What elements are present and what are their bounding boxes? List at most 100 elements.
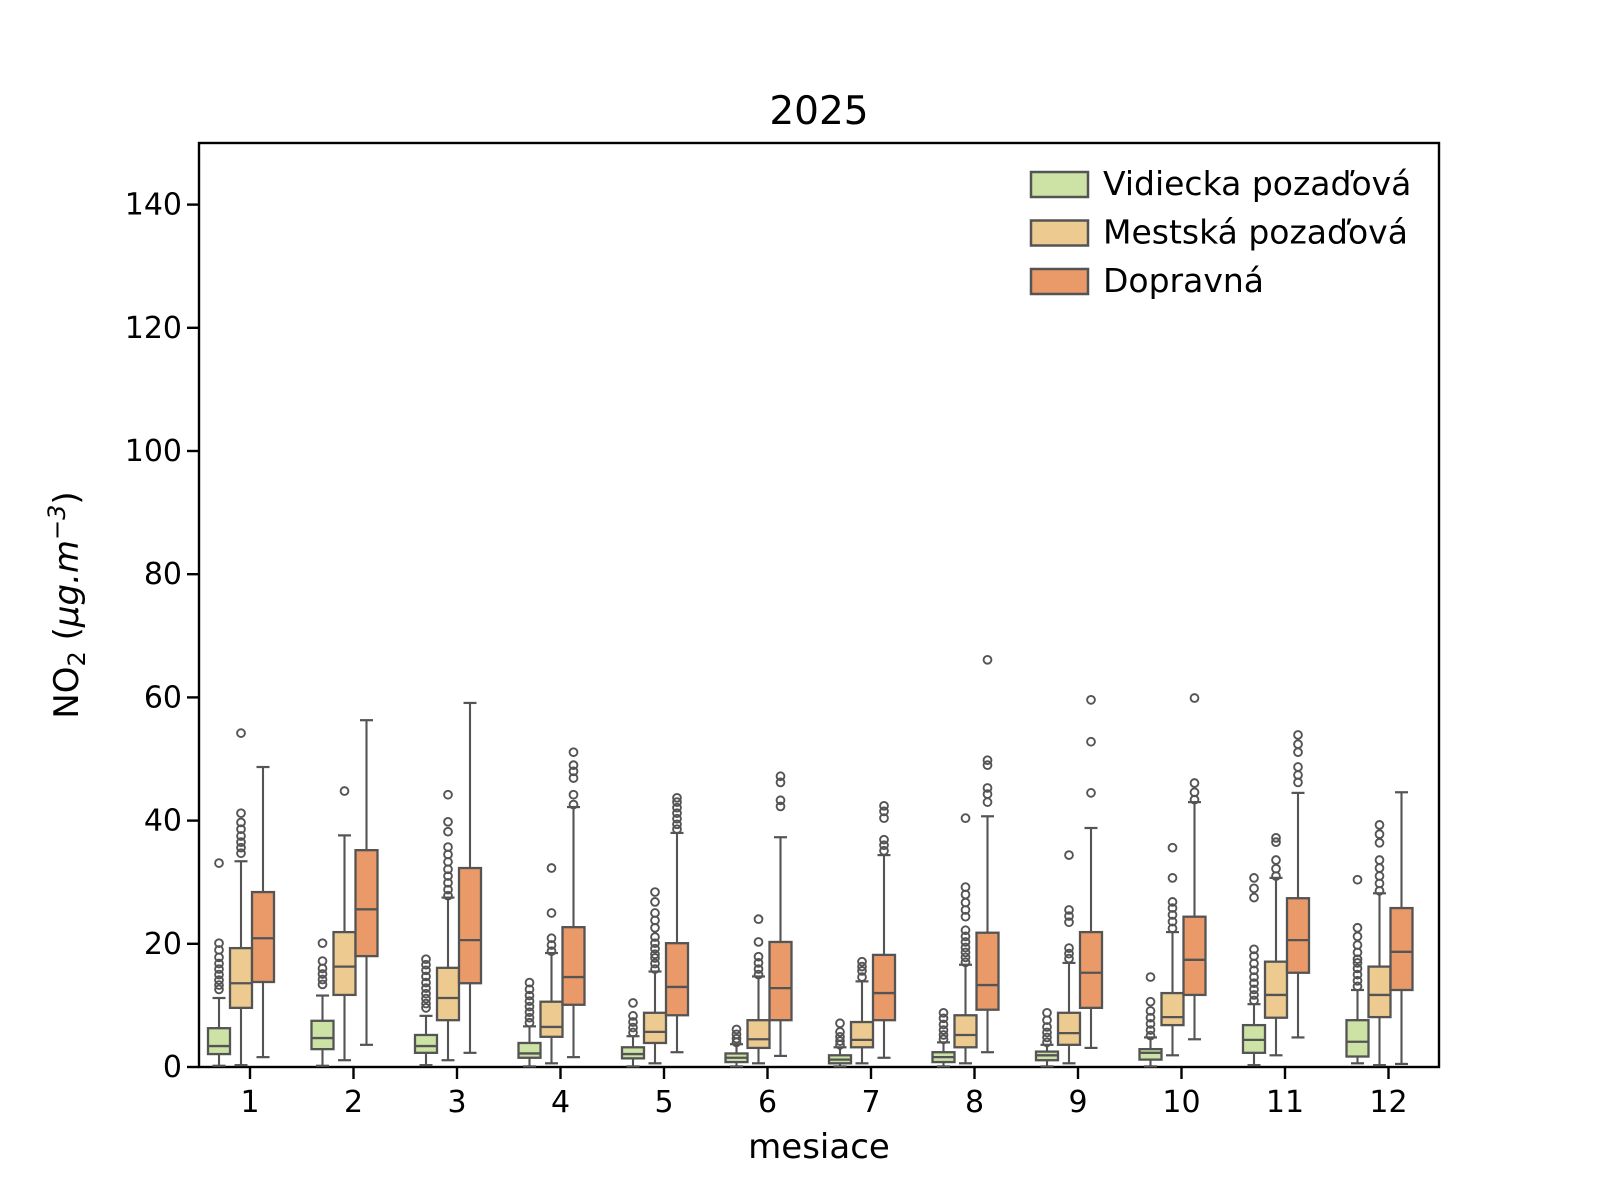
box-group-month-11 (1285, 730, 1311, 1039)
y-tick-label: 40 (144, 804, 182, 839)
box-group-month-8 (931, 1007, 956, 1068)
outlier-point (1249, 995, 1259, 1006)
outlier-point (568, 760, 579, 771)
outlier-point (443, 877, 453, 888)
outlier-point (1042, 1022, 1052, 1032)
y-tick-label: 140 (125, 188, 182, 223)
outlier-point (1249, 944, 1259, 955)
legend-swatch (1029, 170, 1090, 199)
outlier-point (1145, 972, 1156, 982)
outlier-point (672, 808, 682, 819)
outlier-point (960, 937, 971, 947)
iqr-box (1160, 991, 1185, 1027)
outlier-point (672, 797, 682, 807)
x-axis-label: mesiace (748, 1127, 890, 1167)
box-group-month-5 (620, 998, 646, 1068)
outlier-point (960, 813, 971, 823)
outlier-point (628, 998, 638, 1008)
outlier-point (1145, 1030, 1156, 1041)
outlier-point (753, 969, 764, 980)
outlier-point (421, 954, 431, 965)
outlier-point (938, 1030, 949, 1040)
outlier-point (1352, 931, 1363, 942)
iqr-box (1056, 1011, 1082, 1046)
box-group-month-8 (975, 654, 1000, 1054)
outlier-point (1293, 730, 1303, 740)
outlier-point (236, 824, 246, 835)
y-axis-label: NO2 (µg.m−3) (43, 491, 91, 718)
outlier-point (421, 971, 431, 982)
box-group-month-1 (206, 858, 232, 1067)
outlier-point (835, 1031, 845, 1042)
x-tick-label: 7 (861, 1085, 880, 1120)
outlier-point (1374, 829, 1385, 840)
outlier-point (982, 783, 993, 793)
y-label-superscript: −3 (43, 505, 71, 540)
outlier-point (546, 946, 557, 957)
box-group-month-10 (1138, 972, 1163, 1068)
outlier-point (650, 949, 660, 960)
x-tick-label: 1 (240, 1085, 259, 1120)
outlier-point (1145, 1012, 1156, 1023)
outlier-point (1249, 984, 1259, 995)
outlier-point (753, 914, 764, 925)
outlier-point (443, 816, 453, 827)
y-tick-label: 100 (125, 434, 182, 469)
outlier-point (443, 826, 453, 837)
y-label-base: NO (47, 666, 87, 718)
box-group-month-1 (250, 765, 276, 1059)
outlier-point (938, 1034, 949, 1045)
outlier-point (1249, 972, 1259, 982)
outlier-point (672, 792, 682, 803)
outlier-point (421, 965, 431, 976)
outlier-point (568, 773, 579, 783)
x-tick-label: 3 (447, 1085, 466, 1120)
outlier-point (1042, 1007, 1052, 1018)
box-group-month-4 (561, 747, 586, 1059)
box-group-month-2 (310, 938, 335, 1067)
outlier-point (421, 1003, 431, 1013)
box-group-month-11 (1241, 873, 1267, 1067)
outlier-point (214, 964, 224, 974)
outlier-point (628, 1022, 638, 1033)
x-tick-label: 8 (965, 1085, 984, 1120)
iqr-box (1285, 897, 1311, 974)
outlier-point (650, 943, 660, 954)
outlier-point (1249, 892, 1259, 903)
outlier-point (236, 831, 246, 841)
outlier-point (1352, 981, 1363, 992)
outlier-point (1145, 996, 1156, 1007)
outlier-point (1064, 953, 1074, 964)
outlier-point (1086, 695, 1096, 705)
outlier-point (960, 931, 971, 942)
outlier-point (443, 884, 453, 895)
outlier-point (857, 966, 867, 976)
outlier-point (421, 988, 431, 999)
outlier-point (960, 947, 971, 958)
outlier-point (1374, 837, 1385, 848)
outlier-point (546, 908, 557, 918)
legend-swatch (1029, 267, 1090, 296)
plot-border (197, 141, 1441, 1069)
outlier-point (236, 817, 246, 828)
box-group-month-7 (827, 1018, 853, 1068)
outlier-point (524, 996, 535, 1006)
x-tick-label: 12 (1369, 1085, 1407, 1120)
iqr-box (517, 1041, 542, 1059)
box-group-month-2 (354, 719, 379, 1046)
outlier-point (1167, 897, 1178, 907)
outlier-point (672, 824, 682, 835)
outlier-point (650, 897, 660, 907)
box-group-month-7 (849, 956, 875, 1065)
outlier-point (1167, 916, 1178, 927)
outlier-point (960, 942, 971, 953)
outlier-point (236, 728, 246, 738)
box-group-month-6 (768, 771, 793, 1058)
outlier-point (1249, 873, 1259, 883)
iqr-box (746, 1019, 771, 1050)
outlier-point (568, 766, 579, 777)
outlier-point (650, 953, 660, 963)
outlier-point (524, 1007, 535, 1018)
iqr-box (435, 966, 461, 1022)
outlier-point (1064, 917, 1074, 928)
